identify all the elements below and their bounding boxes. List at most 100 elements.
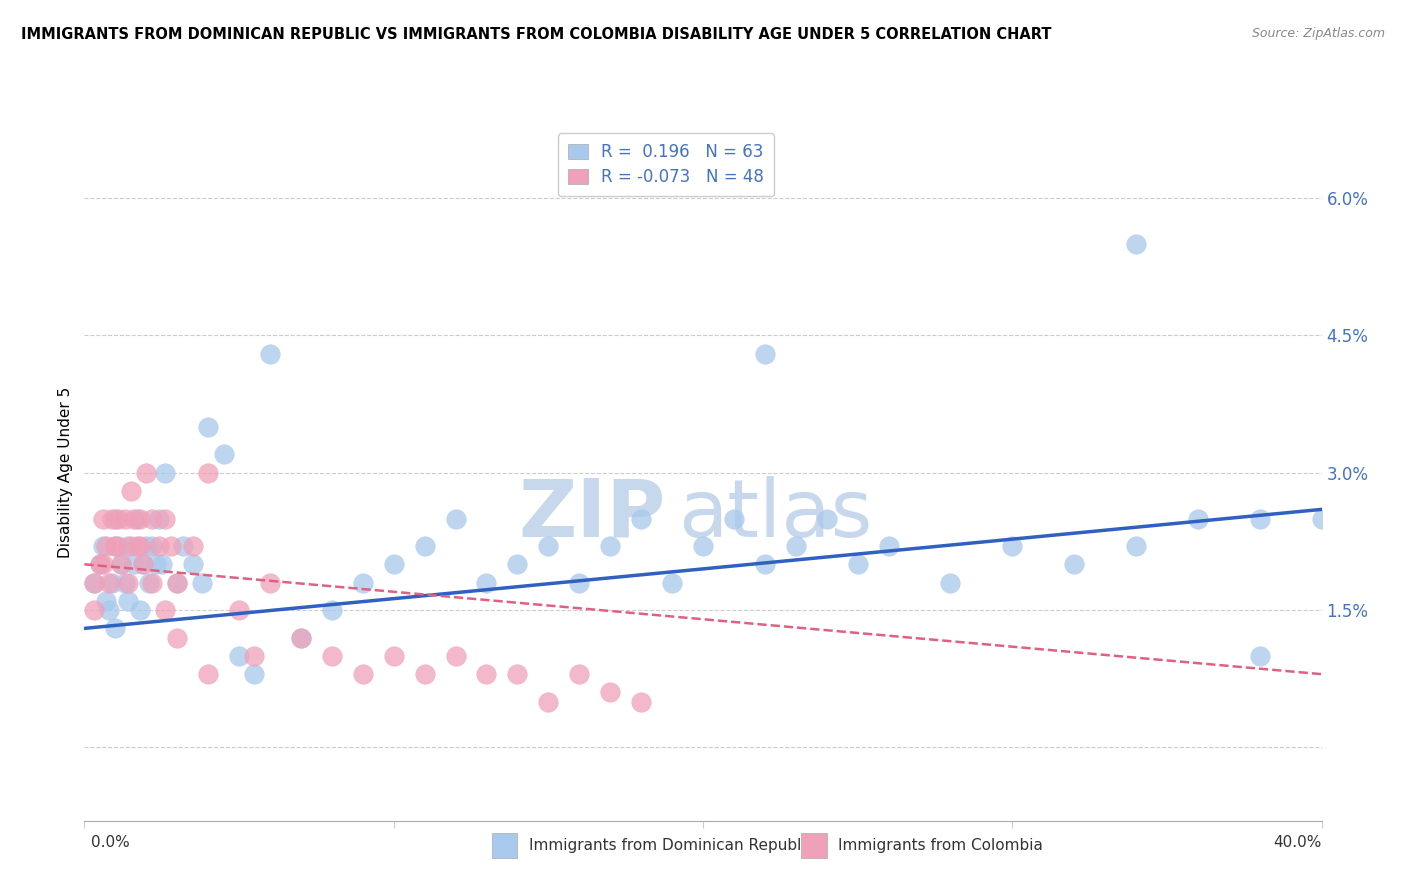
Point — [444, 511, 467, 525]
Point — [1001, 539, 1024, 553]
Point — [138, 575, 160, 590]
Point — [83, 575, 105, 590]
Point — [413, 539, 436, 553]
Point — [94, 539, 117, 553]
Point — [1125, 236, 1147, 251]
Point — [104, 511, 127, 525]
Point — [129, 511, 152, 525]
Point — [382, 648, 405, 663]
Point — [160, 539, 183, 553]
Text: Immigrants from Dominican Republic: Immigrants from Dominican Republic — [529, 838, 814, 853]
Y-axis label: Disability Age Under 5: Disability Age Under 5 — [58, 387, 73, 558]
Point — [754, 347, 776, 361]
Point — [537, 539, 560, 553]
Point — [815, 511, 838, 525]
Point — [110, 558, 132, 572]
Point — [352, 575, 374, 590]
Text: 0.0%: 0.0% — [91, 836, 131, 850]
Point — [107, 511, 129, 525]
Point — [98, 603, 121, 617]
Point — [1249, 648, 1271, 663]
Point — [1249, 511, 1271, 525]
Point — [939, 575, 962, 590]
Point — [153, 466, 176, 480]
Point — [148, 511, 170, 525]
Point — [153, 603, 176, 617]
Point — [107, 539, 129, 553]
Point — [444, 648, 467, 663]
Point — [243, 648, 266, 663]
Point — [630, 511, 652, 525]
Point — [172, 539, 194, 553]
Text: IMMIGRANTS FROM DOMINICAN REPUBLIC VS IMMIGRANTS FROM COLOMBIA DISABILITY AGE UN: IMMIGRANTS FROM DOMINICAN REPUBLIC VS IM… — [21, 27, 1052, 42]
Point — [117, 575, 139, 590]
Point — [382, 558, 405, 572]
Point — [104, 539, 127, 553]
Point — [197, 420, 219, 434]
Point — [120, 484, 142, 499]
Text: Source: ZipAtlas.com: Source: ZipAtlas.com — [1251, 27, 1385, 40]
Point — [141, 575, 163, 590]
Point — [129, 603, 152, 617]
Point — [148, 539, 170, 553]
Point — [145, 558, 167, 572]
Point — [754, 558, 776, 572]
Point — [98, 575, 121, 590]
Point — [692, 539, 714, 553]
Point — [259, 575, 281, 590]
Legend: R =  0.196   N = 63, R = -0.073   N = 48: R = 0.196 N = 63, R = -0.073 N = 48 — [558, 133, 773, 196]
Point — [114, 511, 136, 525]
Point — [1310, 511, 1333, 525]
Point — [132, 558, 155, 572]
Text: atlas: atlas — [678, 475, 873, 554]
Point — [877, 539, 900, 553]
Point — [120, 539, 142, 553]
Point — [413, 667, 436, 681]
Point — [122, 558, 145, 572]
Point — [599, 685, 621, 699]
Point — [125, 539, 148, 553]
Point — [114, 575, 136, 590]
Text: Immigrants from Colombia: Immigrants from Colombia — [838, 838, 1043, 853]
Point — [1187, 511, 1209, 525]
Point — [290, 631, 312, 645]
Point — [475, 575, 498, 590]
Point — [89, 558, 111, 572]
Point — [83, 575, 105, 590]
Point — [104, 539, 127, 553]
Point — [475, 667, 498, 681]
Point — [506, 558, 529, 572]
Point — [568, 575, 591, 590]
Point — [506, 667, 529, 681]
Point — [599, 539, 621, 553]
Point — [290, 631, 312, 645]
Point — [846, 558, 869, 572]
Point — [197, 466, 219, 480]
Point — [197, 667, 219, 681]
Point — [101, 575, 124, 590]
Text: 40.0%: 40.0% — [1274, 836, 1322, 850]
Point — [1063, 558, 1085, 572]
Point — [321, 603, 343, 617]
Point — [228, 648, 250, 663]
Point — [110, 558, 132, 572]
Point — [212, 447, 235, 461]
Point — [122, 511, 145, 525]
Point — [352, 667, 374, 681]
Point — [132, 558, 155, 572]
Text: ZIP: ZIP — [519, 475, 666, 554]
Point — [150, 558, 173, 572]
Point — [141, 511, 163, 525]
Point — [228, 603, 250, 617]
Point — [94, 594, 117, 608]
Point — [166, 631, 188, 645]
Point — [630, 695, 652, 709]
Point — [661, 575, 683, 590]
Point — [166, 575, 188, 590]
Point — [568, 667, 591, 681]
Point — [259, 347, 281, 361]
Point — [181, 539, 204, 553]
Point — [141, 539, 163, 553]
Point — [117, 594, 139, 608]
Point — [129, 539, 152, 553]
